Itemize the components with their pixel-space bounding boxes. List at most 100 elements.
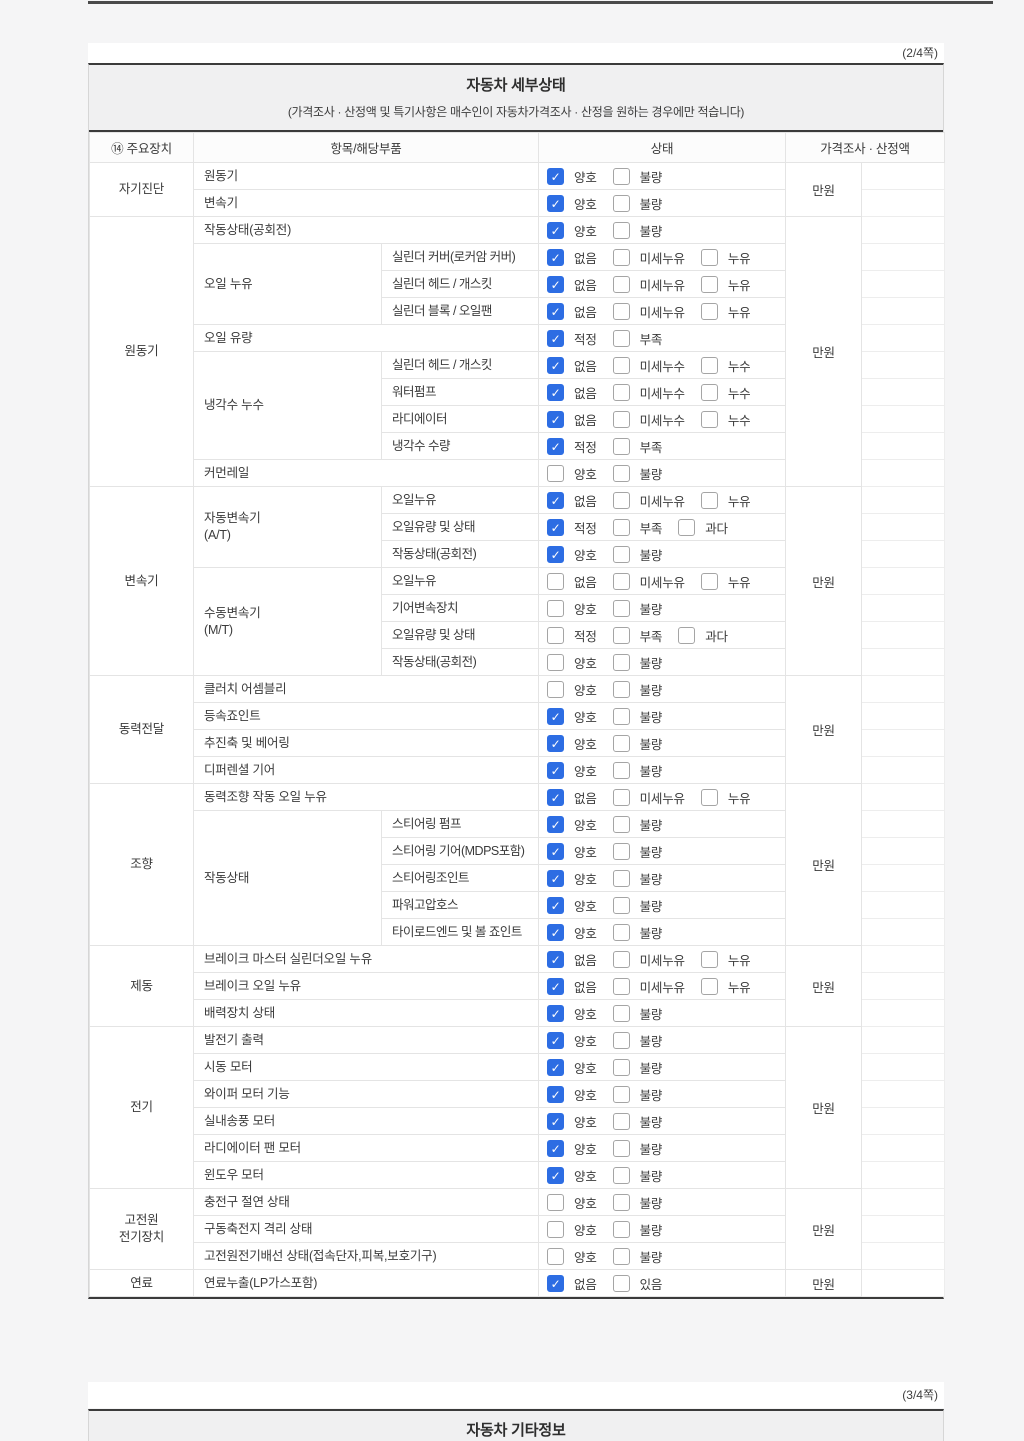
price-amount-input[interactable]: [861, 1026, 946, 1054]
checkbox-unchecked-icon[interactable]: [612, 383, 630, 401]
checkbox-unchecked-icon[interactable]: [612, 1274, 630, 1292]
checkbox-unchecked-icon[interactable]: [612, 275, 630, 293]
price-amount-input[interactable]: [861, 891, 946, 919]
checkbox-unchecked-icon[interactable]: [612, 761, 630, 779]
checkbox-checked-icon[interactable]: [547, 248, 565, 266]
checkbox-checked-icon[interactable]: [547, 167, 565, 185]
price-amount-input[interactable]: [861, 540, 946, 568]
checkbox-unchecked-icon[interactable]: [700, 275, 718, 293]
checkbox-checked-icon[interactable]: [547, 734, 565, 752]
checkbox-unchecked-icon[interactable]: [612, 923, 630, 941]
checkbox-checked-icon[interactable]: [547, 1112, 565, 1130]
checkbox-unchecked-icon[interactable]: [547, 1220, 565, 1238]
checkbox-unchecked-icon[interactable]: [612, 302, 630, 320]
price-amount-input[interactable]: [861, 270, 946, 298]
price-amount-input[interactable]: [861, 297, 946, 325]
price-amount-input[interactable]: [861, 486, 946, 514]
checkbox-unchecked-icon[interactable]: [612, 1139, 630, 1157]
checkbox-unchecked-icon[interactable]: [547, 1193, 565, 1211]
checkbox-checked-icon[interactable]: [547, 815, 565, 833]
price-amount-input[interactable]: [861, 837, 946, 865]
price-amount-input[interactable]: [861, 351, 946, 379]
checkbox-unchecked-icon[interactable]: [700, 410, 718, 428]
price-amount-input[interactable]: [861, 216, 946, 244]
checkbox-unchecked-icon[interactable]: [612, 356, 630, 374]
checkbox-unchecked-icon[interactable]: [547, 653, 565, 671]
checkbox-checked-icon[interactable]: [547, 842, 565, 860]
price-amount-input[interactable]: [861, 756, 946, 784]
checkbox-checked-icon[interactable]: [547, 950, 565, 968]
checkbox-unchecked-icon[interactable]: [612, 599, 630, 617]
checkbox-unchecked-icon[interactable]: [612, 248, 630, 266]
checkbox-unchecked-icon[interactable]: [678, 626, 696, 644]
checkbox-checked-icon[interactable]: [547, 977, 565, 995]
checkbox-unchecked-icon[interactable]: [612, 1193, 630, 1211]
checkbox-checked-icon[interactable]: [547, 1274, 565, 1292]
price-amount-input[interactable]: [861, 945, 946, 973]
checkbox-checked-icon[interactable]: [547, 923, 565, 941]
price-amount-input[interactable]: [861, 1269, 946, 1297]
checkbox-unchecked-icon[interactable]: [547, 599, 565, 617]
checkbox-unchecked-icon[interactable]: [612, 194, 630, 212]
checkbox-unchecked-icon[interactable]: [700, 302, 718, 320]
checkbox-unchecked-icon[interactable]: [700, 491, 718, 509]
checkbox-checked-icon[interactable]: [547, 761, 565, 779]
checkbox-unchecked-icon[interactable]: [612, 1058, 630, 1076]
checkbox-unchecked-icon[interactable]: [612, 680, 630, 698]
checkbox-checked-icon[interactable]: [547, 221, 565, 239]
checkbox-unchecked-icon[interactable]: [612, 572, 630, 590]
checkbox-unchecked-icon[interactable]: [612, 815, 630, 833]
price-amount-input[interactable]: [861, 432, 946, 460]
checkbox-unchecked-icon[interactable]: [547, 680, 565, 698]
checkbox-unchecked-icon[interactable]: [612, 167, 630, 185]
price-amount-input[interactable]: [861, 324, 946, 352]
checkbox-checked-icon[interactable]: [547, 410, 565, 428]
checkbox-unchecked-icon[interactable]: [612, 437, 630, 455]
checkbox-checked-icon[interactable]: [547, 491, 565, 509]
checkbox-checked-icon[interactable]: [547, 383, 565, 401]
price-amount-input[interactable]: [861, 999, 946, 1027]
price-amount-input[interactable]: [861, 1242, 946, 1270]
price-amount-input[interactable]: [861, 405, 946, 433]
checkbox-checked-icon[interactable]: [547, 1166, 565, 1184]
checkbox-unchecked-icon[interactable]: [612, 950, 630, 968]
checkbox-checked-icon[interactable]: [547, 194, 565, 212]
price-amount-input[interactable]: [861, 729, 946, 757]
checkbox-unchecked-icon[interactable]: [612, 842, 630, 860]
checkbox-checked-icon[interactable]: [547, 356, 565, 374]
checkbox-checked-icon[interactable]: [547, 518, 565, 536]
price-amount-input[interactable]: [861, 189, 946, 217]
checkbox-unchecked-icon[interactable]: [700, 356, 718, 374]
checkbox-checked-icon[interactable]: [547, 1058, 565, 1076]
price-amount-input[interactable]: [861, 594, 946, 622]
price-amount-input[interactable]: [861, 783, 946, 811]
checkbox-unchecked-icon[interactable]: [700, 383, 718, 401]
checkbox-unchecked-icon[interactable]: [700, 248, 718, 266]
checkbox-unchecked-icon[interactable]: [612, 977, 630, 995]
checkbox-unchecked-icon[interactable]: [612, 1247, 630, 1265]
checkbox-checked-icon[interactable]: [547, 1139, 565, 1157]
checkbox-unchecked-icon[interactable]: [612, 788, 630, 806]
price-amount-input[interactable]: [861, 864, 946, 892]
checkbox-checked-icon[interactable]: [547, 869, 565, 887]
price-amount-input[interactable]: [861, 1215, 946, 1243]
checkbox-checked-icon[interactable]: [547, 1031, 565, 1049]
checkbox-checked-icon[interactable]: [547, 275, 565, 293]
price-amount-input[interactable]: [861, 1107, 946, 1135]
price-amount-input[interactable]: [861, 1080, 946, 1108]
checkbox-checked-icon[interactable]: [547, 788, 565, 806]
price-amount-input[interactable]: [861, 567, 946, 595]
checkbox-unchecked-icon[interactable]: [612, 869, 630, 887]
checkbox-unchecked-icon[interactable]: [612, 1085, 630, 1103]
checkbox-checked-icon[interactable]: [547, 302, 565, 320]
checkbox-unchecked-icon[interactable]: [612, 1031, 630, 1049]
price-amount-input[interactable]: [861, 459, 946, 487]
checkbox-unchecked-icon[interactable]: [612, 1166, 630, 1184]
checkbox-unchecked-icon[interactable]: [612, 1112, 630, 1130]
checkbox-unchecked-icon[interactable]: [612, 518, 630, 536]
checkbox-unchecked-icon[interactable]: [612, 653, 630, 671]
price-amount-input[interactable]: [861, 1134, 946, 1162]
checkbox-unchecked-icon[interactable]: [612, 545, 630, 563]
checkbox-checked-icon[interactable]: [547, 1004, 565, 1022]
price-amount-input[interactable]: [861, 675, 946, 703]
